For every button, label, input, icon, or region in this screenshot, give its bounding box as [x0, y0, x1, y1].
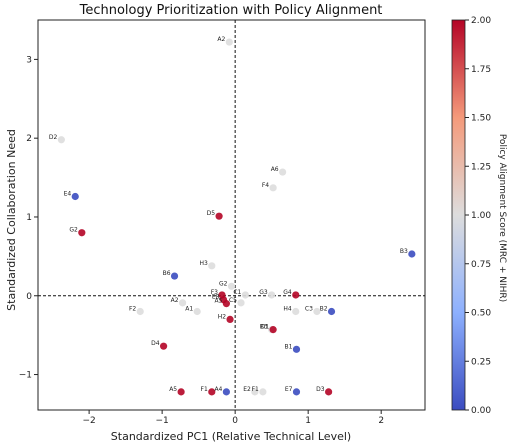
data-point: [259, 388, 267, 396]
data-point: [279, 168, 287, 176]
colorbar-tick-label: 0.50: [471, 309, 491, 319]
data-point: [325, 388, 333, 396]
point-label: A6: [271, 166, 279, 173]
data-point: [251, 388, 259, 396]
point-label: B3: [400, 248, 408, 255]
colorbar-tick-label: 1.00: [471, 211, 491, 221]
point-label: A5: [169, 386, 177, 393]
point-label: A1: [185, 306, 193, 313]
point-label: C1: [233, 289, 241, 296]
data-point: [268, 291, 276, 299]
y-tick-label: 0: [26, 292, 32, 302]
x-tick-label: 2: [378, 416, 384, 426]
point-label: F2: [129, 306, 136, 313]
data-point: [292, 307, 300, 316]
data-point: [225, 38, 233, 46]
plot-frame: [37, 19, 426, 411]
point-label: C5: [229, 297, 237, 304]
point-label: D3: [316, 386, 325, 393]
x-axis-label: Standardized PC1 (Relative Technical Lev…: [111, 430, 351, 443]
data-point: [208, 388, 216, 396]
y-tick-label: 2: [26, 134, 32, 144]
point-label: A2: [217, 36, 225, 43]
data-point: [78, 229, 86, 237]
data-point: [226, 315, 234, 323]
point-label: A5: [214, 298, 222, 305]
point-label: B6: [163, 270, 171, 277]
y-tick-label: 1: [26, 213, 32, 223]
data-point: [227, 282, 236, 290]
colorbar-gradient: [451, 19, 466, 411]
data-point: [292, 345, 301, 353]
point-label: B1: [285, 343, 293, 350]
point-label: B3: [260, 324, 268, 331]
point-label: D5: [207, 210, 216, 217]
data-point: [178, 299, 187, 307]
data-point: [327, 307, 336, 316]
data-point: [269, 326, 277, 334]
point-label: E2: [243, 386, 251, 393]
point-label: A2: [171, 297, 179, 304]
point-label: F3: [211, 289, 218, 296]
colorbar-tick-label: 1.50: [471, 114, 491, 124]
x-tick-label: −2: [82, 416, 95, 426]
x-tick-label: 1: [305, 416, 311, 426]
x-tick-label: 0: [232, 416, 238, 426]
point-label: G4: [283, 289, 292, 296]
x-tick-label: −1: [155, 416, 168, 426]
colorbar-tick-label: 0.25: [471, 357, 491, 367]
data-point: [408, 250, 416, 258]
y-axis-label: Standardized Collaboration Need: [5, 129, 18, 311]
colorbar-tick-label: 1.25: [471, 162, 491, 172]
colorbar-tick-label: 0.75: [471, 260, 491, 270]
point-label: B2: [320, 306, 328, 313]
data-point: [269, 184, 277, 192]
point-label: G3: [259, 289, 268, 296]
point-label: H4: [283, 306, 292, 313]
point-label: D2: [49, 134, 58, 141]
data-point: [193, 307, 201, 316]
data-point: [177, 388, 185, 396]
point-label: E7: [285, 386, 293, 393]
colorbar-tick-label: 0.00: [471, 406, 491, 416]
point-label: E4: [64, 190, 72, 197]
point-label: D1: [261, 324, 270, 331]
point-label: G2: [219, 280, 228, 287]
data-point: [170, 272, 179, 280]
data-point: [57, 136, 65, 144]
data-point: [159, 342, 168, 350]
y-tick-label: 3: [26, 55, 32, 65]
point-label: A4: [214, 386, 222, 393]
point-label: H2: [218, 313, 227, 320]
colorbar-tick-label: 1.75: [471, 65, 491, 75]
data-point: [71, 192, 79, 201]
point-label: E8: [212, 294, 220, 301]
data-point: [313, 307, 321, 316]
point-label: F4: [262, 182, 269, 189]
data-point: [237, 299, 245, 307]
y-tick-label: −1: [19, 371, 32, 381]
data-point: [208, 262, 216, 270]
chart-title: Technology Prioritization with Policy Al…: [79, 3, 383, 18]
point-label: C3: [305, 306, 313, 313]
point-label: F1: [252, 386, 259, 393]
data-point: [222, 300, 230, 308]
point-label: G2: [69, 227, 78, 234]
point-label: H3: [199, 260, 208, 267]
colorbar: 0.00 0.25 0.50 0.75 1.00 1.25 1.50 1.75 2.00: [451, 16, 491, 416]
data-point: [136, 307, 144, 316]
data-point: [222, 388, 230, 396]
data-point: [292, 388, 301, 396]
point-label: D4: [151, 340, 160, 347]
colorbar-label: Policy Alignment Score (MRC + NIHR): [497, 134, 507, 302]
colorbar-tick-label: 2.00: [471, 16, 491, 26]
point-label: F1: [201, 386, 208, 393]
data-point: [215, 212, 223, 220]
data-point: [292, 291, 300, 299]
data-point: [241, 291, 249, 299]
